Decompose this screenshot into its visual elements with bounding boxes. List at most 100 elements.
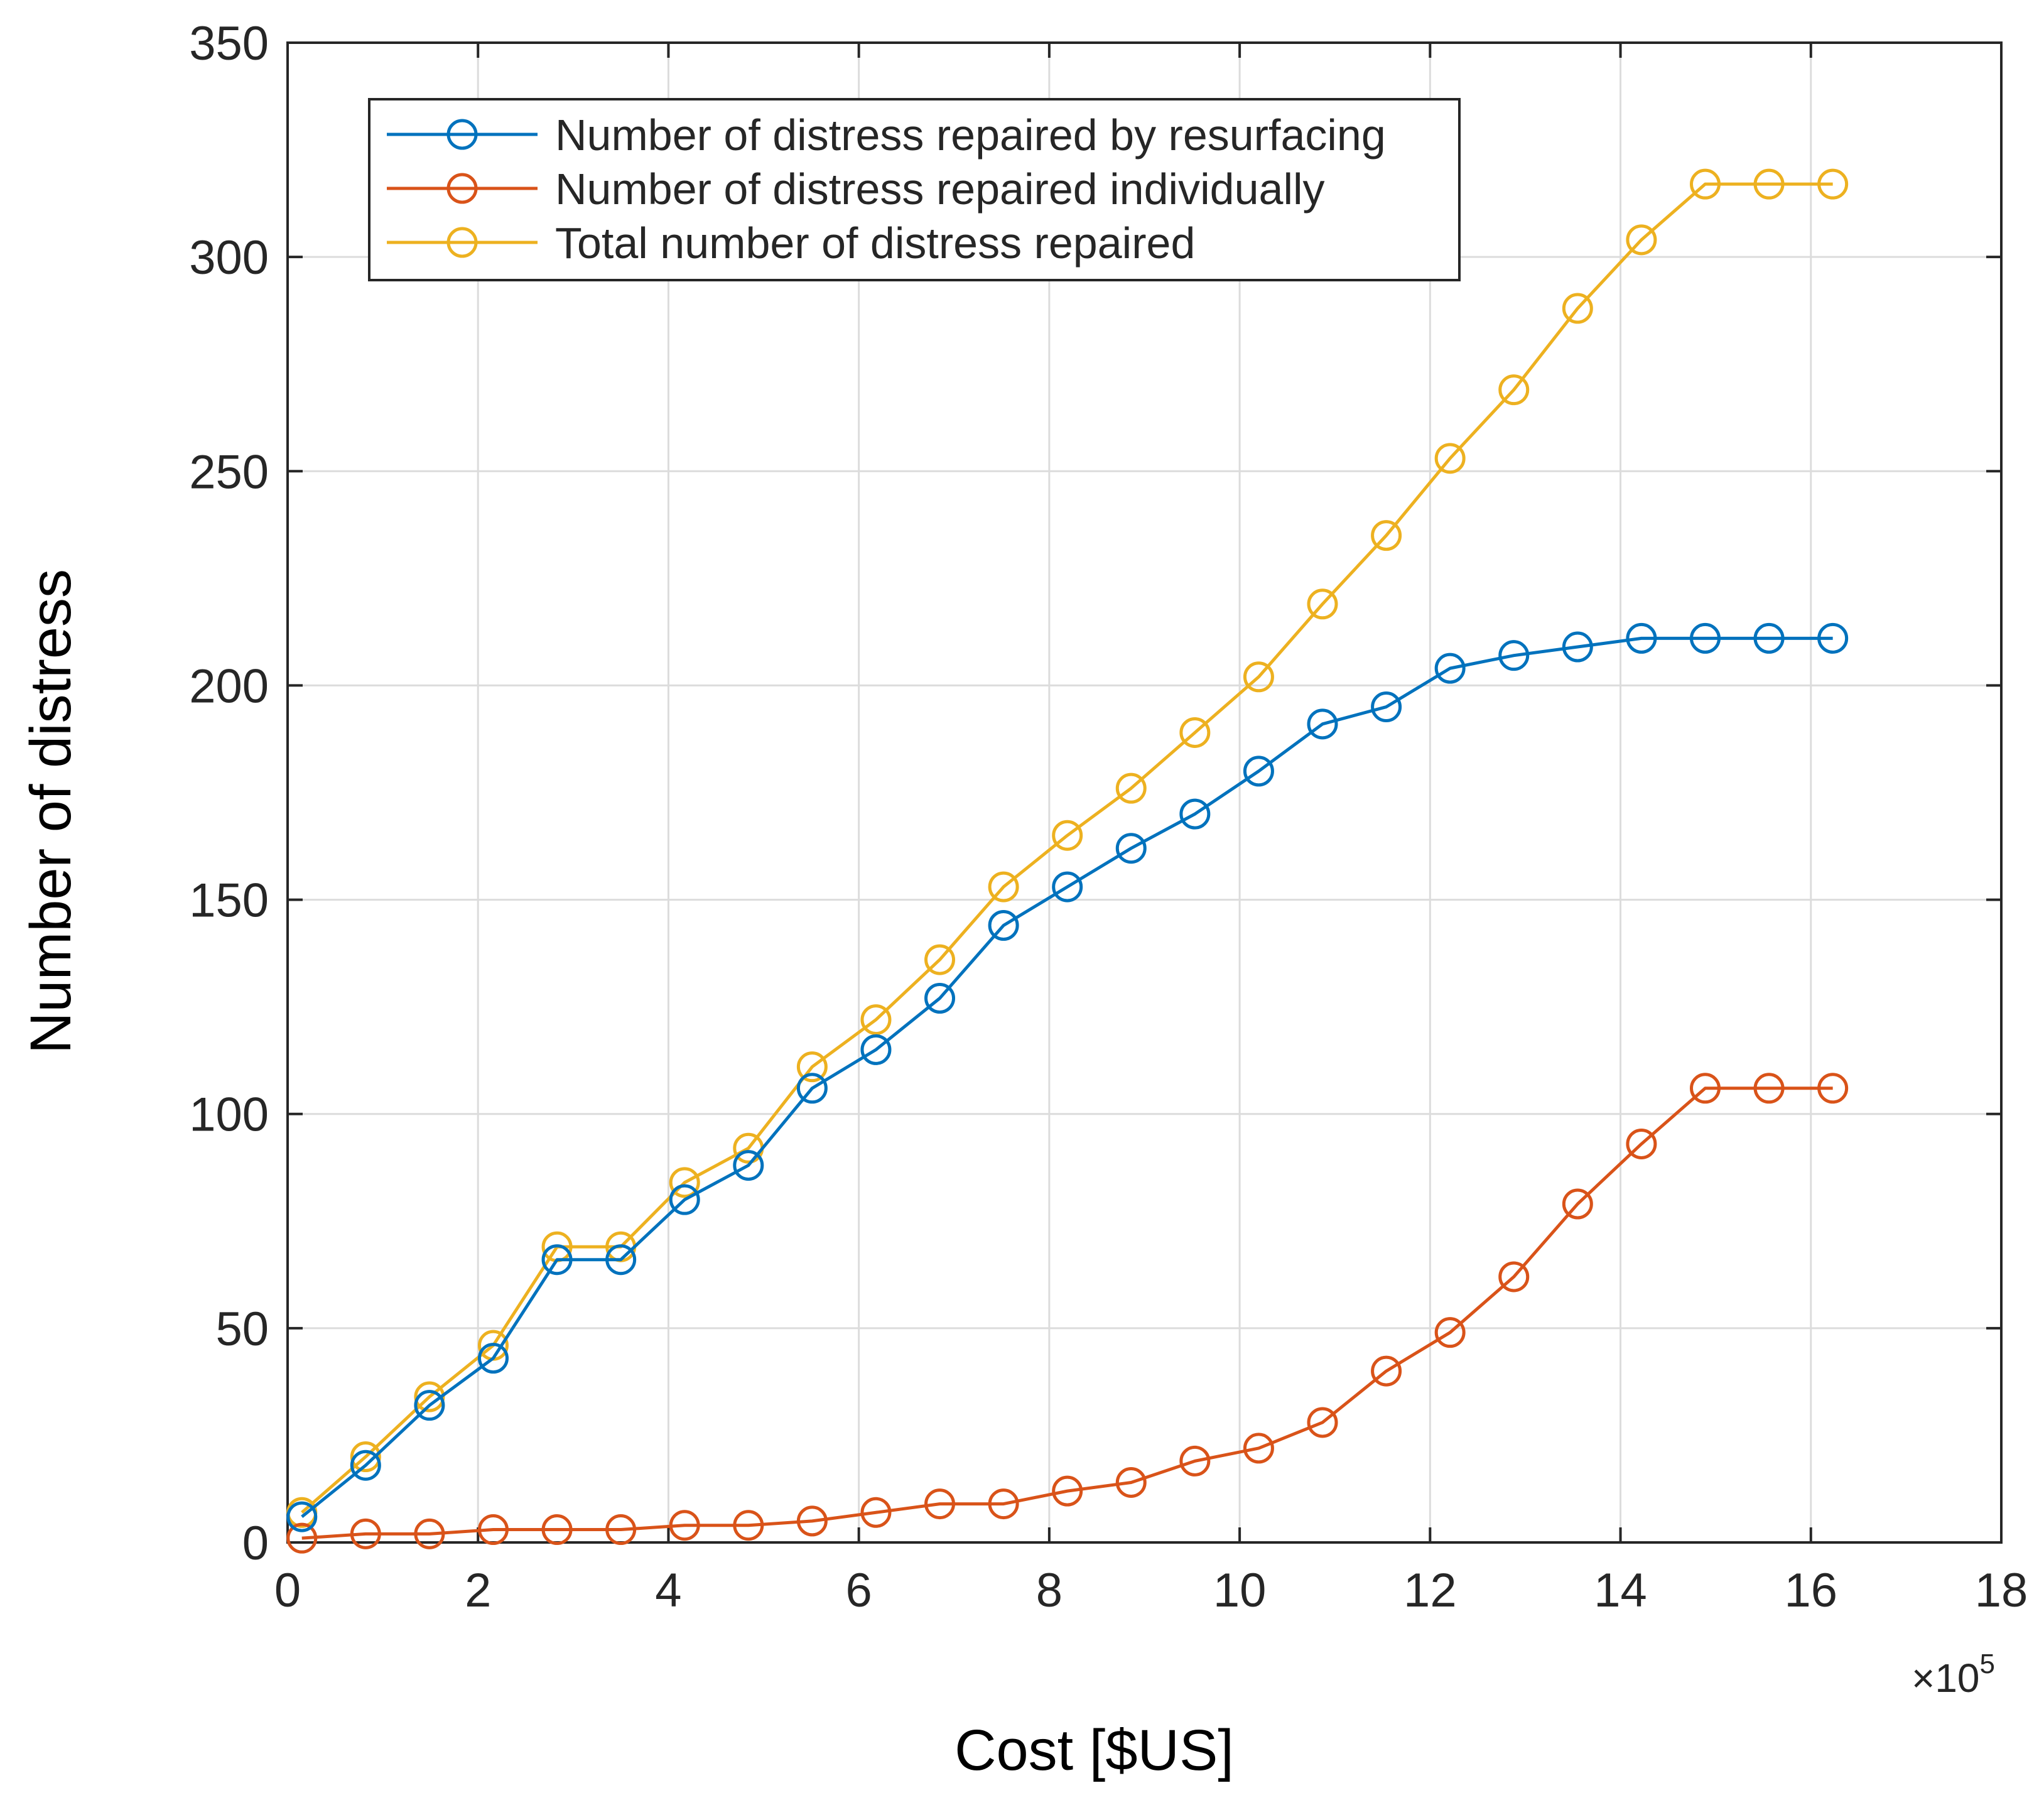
- legend-entry: Number of distress repaired by resurfaci…: [387, 111, 1386, 160]
- data-point: [1434, 1317, 1466, 1348]
- legend-box: [368, 98, 1461, 281]
- x-tick-label: 4: [655, 1564, 681, 1617]
- legend-label: Total number of distress repaired: [555, 219, 1195, 268]
- y-tick-label: 0: [242, 1517, 269, 1570]
- data-point: [350, 1441, 381, 1473]
- series-line: [301, 636, 1833, 1519]
- axes-frame: [286, 41, 2003, 1544]
- data-point: [1371, 520, 1402, 551]
- data-point: [1817, 168, 1849, 200]
- data-point: [1052, 871, 1083, 902]
- data-point: [1179, 717, 1211, 748]
- legend-entry: Total number of distress repaired: [387, 219, 1195, 268]
- data-point: [477, 1343, 509, 1374]
- data-point: [1115, 833, 1147, 864]
- data-point: [796, 1051, 828, 1083]
- legend: Number of distress repaired by resurfaci…: [368, 98, 1461, 281]
- data-point: [1179, 1445, 1211, 1477]
- series-group: [286, 1073, 1849, 1554]
- legend-marker-swatch: [446, 119, 478, 150]
- data-point: [1753, 168, 1785, 200]
- x-tick-label: 6: [846, 1564, 872, 1617]
- data-point: [988, 1488, 1019, 1520]
- data-point: [605, 1244, 637, 1276]
- axis-ticks: 0 2 4 6 8 10 12 14 16 18 0 50 100 150 200 250 300 350: [189, 17, 2028, 1617]
- data-point: [1434, 443, 1466, 474]
- y-tick-label: 200: [189, 659, 269, 713]
- data-point: [924, 982, 956, 1014]
- x-tick-label: 18: [1975, 1564, 2028, 1617]
- data-point: [860, 1497, 892, 1528]
- data-point: [1817, 1073, 1849, 1104]
- data-point: [1243, 661, 1274, 693]
- data-point: [1689, 1073, 1721, 1104]
- data-point: [669, 1510, 700, 1541]
- x-axis-label: Cost [$US]: [954, 1718, 1234, 1782]
- grid-lines: [288, 43, 2001, 1542]
- data-point: [1753, 1073, 1785, 1104]
- data-point: [924, 944, 956, 975]
- data-point: [924, 1488, 956, 1520]
- x-multiplier-base: ×10: [1912, 1656, 1980, 1701]
- series-layer: [286, 168, 1849, 1554]
- legend-marker-swatch: [446, 227, 478, 258]
- x-tick-label: 12: [1403, 1564, 1457, 1617]
- y-tick-label: 350: [189, 17, 269, 70]
- series-group: [286, 622, 1849, 1532]
- data-point: [1307, 1407, 1338, 1438]
- x-tick-label: 8: [1036, 1564, 1063, 1617]
- data-point: [669, 1184, 700, 1215]
- data-point: [1689, 168, 1721, 200]
- data-point: [1115, 1466, 1147, 1498]
- data-point: [733, 1150, 764, 1181]
- data-point: [1562, 1188, 1593, 1220]
- data-point: [1052, 1475, 1083, 1507]
- y-tick-label: 50: [215, 1303, 269, 1356]
- x-tick-label: 10: [1213, 1564, 1267, 1617]
- series-line: [301, 1087, 1833, 1540]
- data-point: [1371, 691, 1402, 723]
- data-point: [541, 1514, 573, 1546]
- data-point: [477, 1514, 509, 1546]
- y-tick-label: 100: [189, 1088, 269, 1142]
- data-point: [605, 1514, 637, 1546]
- data-point: [414, 1390, 445, 1421]
- legend-label: Number of distress repaired by resurfaci…: [555, 111, 1386, 160]
- data-point: [1498, 1261, 1530, 1292]
- data-point: [350, 1518, 381, 1549]
- y-axis-label: Number of distress: [19, 569, 83, 1054]
- data-point: [796, 1073, 828, 1104]
- data-point: [1243, 1433, 1274, 1464]
- data-point: [1179, 798, 1211, 830]
- legend-marker-swatch: [446, 173, 478, 204]
- data-point: [286, 1522, 318, 1554]
- data-point: [988, 871, 1019, 902]
- data-point: [1052, 820, 1083, 851]
- data-point: [1498, 374, 1530, 406]
- data-point: [1689, 622, 1721, 654]
- data-point: [1562, 293, 1593, 324]
- legend-entry: Number of distress repaired individually: [387, 165, 1325, 214]
- data-point: [414, 1518, 445, 1549]
- legend-label: Number of distress repaired individually: [555, 165, 1325, 214]
- data-point: [1498, 640, 1530, 671]
- data-point: [733, 1510, 764, 1541]
- data-point: [541, 1244, 573, 1276]
- x-axis-multiplier: ×105: [1912, 1649, 1995, 1701]
- y-tick-label: 150: [189, 874, 269, 928]
- data-point: [1371, 1355, 1402, 1387]
- y-tick-label: 250: [189, 445, 269, 499]
- x-multiplier-exponent: 5: [1980, 1649, 1995, 1679]
- x-tick-label: 16: [1785, 1564, 1838, 1617]
- y-tick-label: 300: [189, 231, 269, 285]
- data-point: [860, 1034, 892, 1065]
- data-point: [796, 1505, 828, 1537]
- data-point: [1243, 756, 1274, 787]
- data-point: [1307, 708, 1338, 740]
- data-point: [988, 910, 1019, 941]
- x-tick-label: 0: [274, 1564, 301, 1617]
- data-point: [286, 1501, 318, 1532]
- x-tick-label: 2: [465, 1564, 491, 1617]
